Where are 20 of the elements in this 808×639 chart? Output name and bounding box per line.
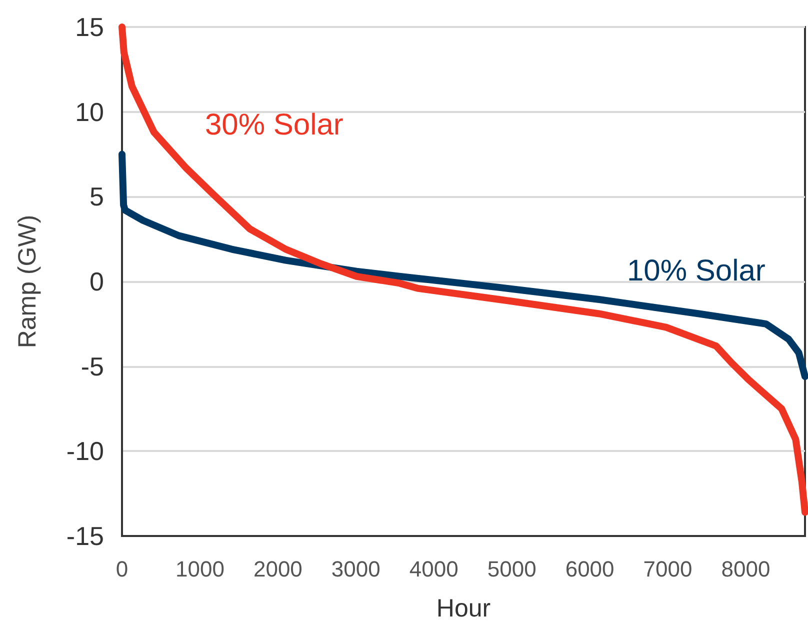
x-tick-label: 6000 xyxy=(565,556,614,582)
y-tick-label: -10 xyxy=(66,436,104,466)
y-tick-label: -5 xyxy=(80,351,104,382)
series-label: 30% Solar xyxy=(205,108,344,142)
y-axis-title: Ramp (GW) xyxy=(14,214,42,348)
y-tick-label: 0 xyxy=(90,266,104,296)
x-axis-title: Hour xyxy=(436,594,491,622)
y-tick-label: -15 xyxy=(66,521,104,551)
x-tick-label: 7000 xyxy=(643,556,692,582)
x-tick-label: 3000 xyxy=(331,556,380,582)
x-tick-label: 8000 xyxy=(721,556,770,582)
y-tick-label: 5 xyxy=(90,182,104,212)
x-tick-label: 1000 xyxy=(175,556,224,582)
x-tick-label: 0 xyxy=(116,556,128,582)
y-tick-label: 15 xyxy=(75,12,104,42)
x-tick-label: 4000 xyxy=(409,556,458,582)
series-label: 10% Solar xyxy=(627,254,766,288)
x-tick-label: 5000 xyxy=(487,556,536,582)
y-tick-label: 10 xyxy=(75,96,104,127)
x-tick-label: 2000 xyxy=(253,556,302,582)
